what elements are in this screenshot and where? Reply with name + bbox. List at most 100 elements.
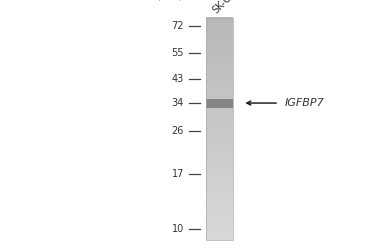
Bar (206, 30, 233, 31)
Bar (206, 95, 233, 96)
Bar (206, 157, 233, 158)
Bar (206, 49, 233, 50)
Bar (206, 75, 233, 76)
Bar (206, 177, 233, 178)
Bar (206, 41, 233, 42)
Text: MW
(kDa): MW (kDa) (156, 0, 183, 1)
Bar (206, 118, 233, 119)
Bar (206, 153, 233, 154)
Bar (206, 190, 233, 191)
Bar (206, 56, 233, 57)
Bar (206, 77, 233, 78)
Bar (206, 184, 233, 185)
Bar (206, 223, 233, 224)
Bar (206, 62, 233, 63)
Bar (206, 113, 233, 114)
Bar (206, 60, 233, 61)
Bar (206, 136, 233, 137)
Text: 26: 26 (172, 126, 184, 136)
Bar (206, 115, 233, 116)
Bar (206, 219, 233, 220)
Bar (206, 80, 233, 81)
Bar (206, 229, 233, 230)
Bar (206, 90, 233, 91)
Bar (206, 101, 233, 102)
Bar (206, 96, 233, 97)
Bar (206, 236, 233, 237)
Bar (206, 198, 233, 199)
Bar (206, 212, 233, 213)
Bar (206, 38, 233, 39)
Bar (206, 26, 233, 27)
Bar (206, 88, 233, 89)
Bar (206, 100, 233, 101)
Bar (206, 69, 233, 70)
Bar (206, 120, 233, 121)
Bar (206, 37, 233, 38)
Bar (206, 55, 233, 56)
Bar (206, 74, 233, 75)
Bar (206, 166, 233, 167)
Bar (206, 50, 233, 51)
Bar (206, 161, 233, 162)
Bar (206, 185, 233, 186)
Bar (206, 232, 233, 233)
Bar (206, 79, 233, 80)
Bar (206, 78, 233, 79)
Bar (206, 208, 233, 209)
Bar (206, 156, 233, 157)
Bar (206, 201, 233, 202)
Bar (206, 127, 233, 128)
Bar (206, 235, 233, 236)
Bar (206, 40, 233, 41)
Bar (206, 142, 233, 143)
Bar (206, 199, 233, 200)
Bar (206, 180, 233, 181)
Bar (206, 150, 233, 151)
Bar (206, 209, 233, 210)
Bar (206, 122, 233, 123)
Bar (206, 63, 233, 64)
Bar (206, 186, 233, 187)
Bar (206, 167, 233, 168)
Bar (206, 194, 233, 195)
Text: 17: 17 (172, 170, 184, 179)
Bar (206, 221, 233, 222)
Text: 10: 10 (172, 224, 184, 234)
Bar (206, 189, 233, 190)
Bar (206, 154, 233, 155)
Bar (206, 97, 233, 98)
Bar (206, 93, 233, 94)
Bar (206, 174, 233, 175)
Bar (206, 192, 233, 193)
Bar (206, 183, 233, 184)
Bar (206, 68, 233, 69)
Bar (206, 46, 233, 47)
Bar (206, 64, 233, 65)
Bar (206, 85, 233, 86)
Bar (206, 67, 233, 68)
Bar (206, 106, 233, 107)
Bar (206, 130, 233, 131)
Bar (206, 138, 233, 139)
Bar (206, 146, 233, 147)
Bar (206, 191, 233, 192)
Bar (206, 112, 233, 113)
Bar (206, 98, 233, 99)
Bar (206, 132, 233, 133)
Bar (206, 103, 233, 104)
Bar (206, 149, 233, 150)
Bar (206, 238, 233, 239)
Bar (206, 137, 233, 138)
Bar (206, 231, 233, 232)
Bar (206, 215, 233, 216)
Bar (206, 128, 233, 129)
Bar (206, 237, 233, 238)
Bar (206, 218, 233, 219)
Bar (206, 44, 233, 45)
Bar (206, 72, 233, 73)
Bar (206, 108, 233, 109)
Bar (206, 22, 233, 23)
Bar (206, 225, 233, 226)
Bar (206, 32, 233, 33)
